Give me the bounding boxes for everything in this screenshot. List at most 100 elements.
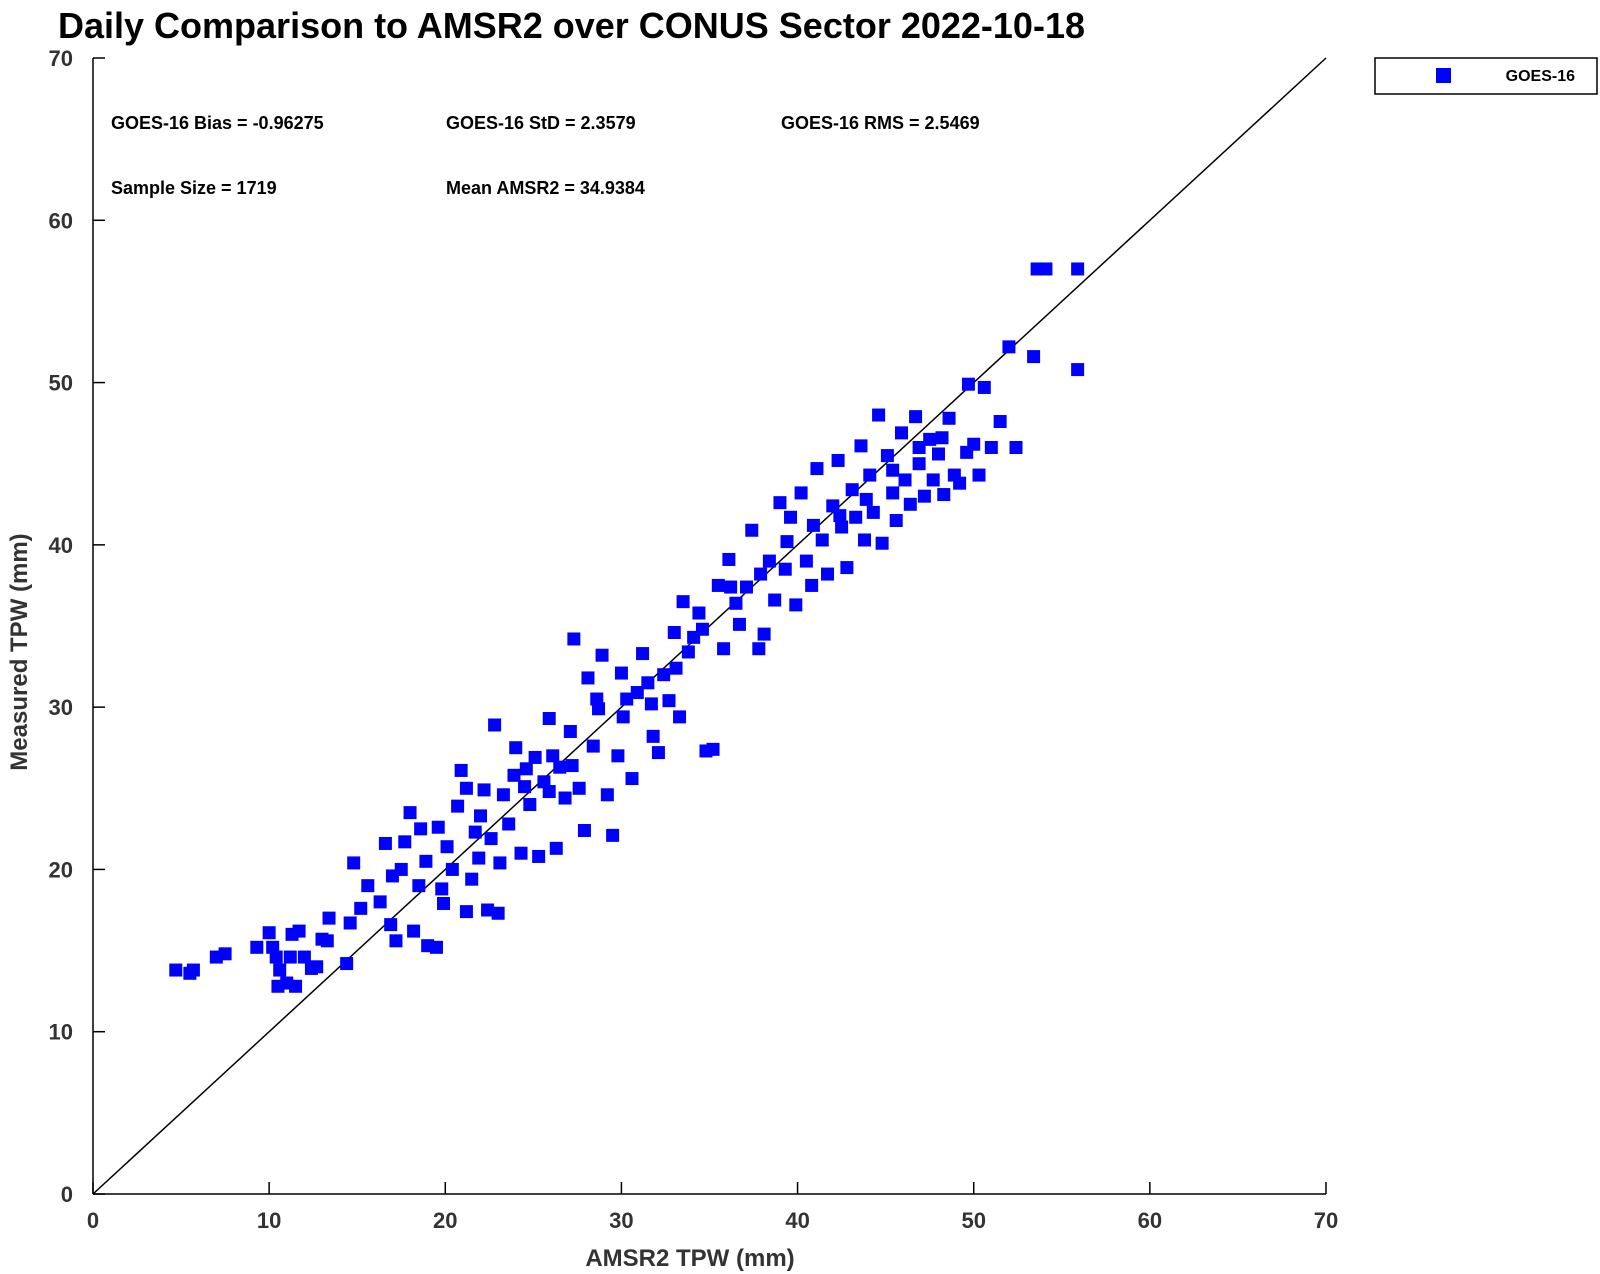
data-point [784, 510, 798, 524]
data-point [477, 783, 491, 797]
data-point [646, 729, 660, 743]
y-tick-label: 20 [49, 857, 73, 882]
data-point [378, 836, 392, 850]
data-point [614, 666, 628, 680]
data-point [310, 960, 324, 974]
data-point [799, 554, 813, 568]
data-point [863, 468, 877, 482]
data-point [273, 963, 287, 977]
data-point [866, 505, 880, 519]
y-tick-label: 0 [61, 1182, 73, 1207]
data-point [912, 457, 926, 471]
data-point [600, 788, 614, 802]
data-point [361, 879, 375, 893]
x-tick-label: 40 [785, 1208, 809, 1233]
y-tick-label: 40 [49, 533, 73, 558]
data-point [523, 798, 537, 812]
stat-std: GOES-16 StD = 2.3579 [446, 113, 636, 133]
data-point [454, 763, 468, 777]
data-point [840, 561, 854, 575]
data-point [491, 906, 505, 920]
data-point [923, 432, 937, 446]
data-point [459, 781, 473, 795]
data-point [563, 724, 577, 738]
data-point [644, 697, 658, 711]
y-tick-label: 50 [49, 371, 73, 396]
y-tick-label: 10 [49, 1020, 73, 1045]
data-point [1009, 440, 1023, 454]
x-tick-label: 50 [961, 1208, 985, 1233]
data-point [553, 760, 567, 774]
data-point [169, 963, 183, 977]
data-point [590, 692, 604, 706]
data-point [496, 788, 510, 802]
data-point [519, 762, 533, 776]
data-point [565, 759, 579, 773]
data-point [384, 918, 398, 932]
data-point [546, 749, 560, 763]
x-axis-label: AMSR2 TPW (mm) [585, 1245, 794, 1272]
data-point [875, 536, 889, 550]
data-point [558, 791, 572, 805]
data-point [269, 950, 283, 964]
data-point [676, 595, 690, 609]
data-point [431, 820, 445, 834]
data-point [343, 916, 357, 930]
data-point [773, 496, 787, 510]
data-point [662, 694, 676, 708]
data-point [465, 872, 479, 886]
data-point [532, 849, 546, 863]
data-point [488, 718, 502, 732]
data-point [754, 567, 768, 581]
data-point [542, 712, 556, 726]
data-point [616, 710, 630, 724]
data-point [937, 488, 951, 502]
data-point [821, 567, 835, 581]
data-point [437, 897, 451, 911]
y-axis-label: Measured TPW (mm) [6, 533, 33, 770]
data-point [283, 950, 297, 964]
data-point [320, 934, 334, 948]
data-point [1071, 363, 1085, 377]
data-point [953, 476, 967, 490]
data-point [292, 924, 306, 938]
data-point [872, 408, 886, 422]
data-point [692, 606, 706, 620]
data-point [967, 437, 981, 451]
data-point [806, 518, 820, 532]
data-point [757, 627, 771, 641]
data-point [595, 648, 609, 662]
x-ticks: 0 10 20 30 40 50 60 70 [87, 1182, 1338, 1233]
data-point [762, 554, 776, 568]
data-point [514, 846, 528, 860]
data-point [673, 710, 687, 724]
stat-mean-amsr2: Mean AMSR2 = 34.9384 [446, 178, 645, 198]
data-point [474, 809, 488, 823]
data-point [977, 380, 991, 394]
data-point [518, 780, 532, 794]
data-point [389, 934, 403, 948]
data-points [169, 262, 1085, 993]
data-point [407, 924, 421, 938]
data-point [620, 692, 634, 706]
data-point [859, 492, 873, 506]
data-point [419, 854, 433, 868]
data-point [403, 806, 417, 820]
y-tick-label: 30 [49, 695, 73, 720]
data-point [717, 642, 731, 656]
data-point [768, 593, 782, 607]
x-tick-label: 70 [1314, 1208, 1338, 1233]
data-point [347, 856, 361, 870]
data-point [354, 901, 368, 915]
data-point [484, 832, 498, 846]
legend-box [1374, 57, 1598, 95]
data-point [542, 785, 556, 799]
data-point [745, 523, 759, 537]
stat-rms: GOES-16 RMS = 2.5469 [781, 113, 980, 133]
data-point [780, 535, 794, 549]
data-point [729, 596, 743, 610]
x-tick-label: 60 [1138, 1208, 1162, 1233]
data-point [435, 882, 449, 896]
